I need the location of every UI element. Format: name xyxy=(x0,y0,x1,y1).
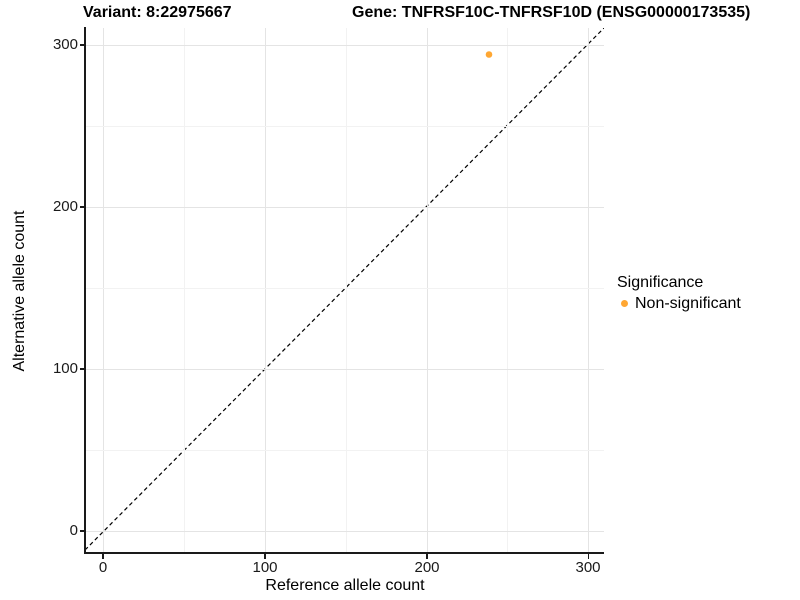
gridline-minor-h xyxy=(85,450,604,451)
gridline-minor-v xyxy=(507,28,508,553)
x-axis-title: Reference allele count xyxy=(265,577,425,594)
x-tick xyxy=(264,553,266,559)
x-tick-label: 300 xyxy=(575,559,601,576)
gridline-major-v xyxy=(427,28,428,553)
gridline-major-v xyxy=(588,28,589,553)
legend-point-circle xyxy=(621,300,628,307)
x-tick xyxy=(102,553,104,559)
y-tick xyxy=(80,44,85,46)
y-tick xyxy=(80,206,85,208)
legend-item-non-significant: Non-significant xyxy=(620,294,741,313)
legend-title: Significance xyxy=(617,274,704,291)
plot-panel xyxy=(85,28,604,553)
y-axis-title: Alternative allele count xyxy=(11,210,28,372)
y-tick xyxy=(80,368,85,370)
x-tick-label: 200 xyxy=(414,559,440,576)
gridline-major-h xyxy=(85,531,604,532)
x-tick-label: 0 xyxy=(98,559,108,576)
gridline-major-v xyxy=(265,28,266,553)
legend-point-icon xyxy=(621,300,628,307)
gridline-minor-h xyxy=(85,126,604,127)
gridline-minor-v xyxy=(184,28,185,553)
x-tick xyxy=(426,553,428,559)
y-tick-label: 0 xyxy=(69,522,78,539)
gridline-major-h xyxy=(85,45,604,46)
plot-title-variant: Variant: 8:22975667 xyxy=(83,4,232,21)
gridline-major-v xyxy=(103,28,104,553)
legend-item-label: Non-significant xyxy=(635,295,741,312)
panel-overlay xyxy=(85,28,604,551)
gridline-minor-h xyxy=(85,288,604,289)
data-point-non-significant xyxy=(485,51,493,58)
y-axis-line xyxy=(84,27,86,554)
y-tick-label: 100 xyxy=(52,360,78,377)
identity-dashed-line xyxy=(85,28,604,551)
gridline-minor-v xyxy=(346,28,347,553)
gridline-major-h xyxy=(85,369,604,370)
gridline-major-h xyxy=(85,207,604,208)
x-tick-label: 100 xyxy=(252,559,278,576)
plot-title-gene: Gene: TNFRSF10C-TNFRSF10D (ENSG000001735… xyxy=(352,4,751,21)
y-tick-label: 200 xyxy=(52,198,78,215)
y-tick xyxy=(80,530,85,532)
legend: Significance Non-significant xyxy=(617,273,741,313)
y-tick-label: 300 xyxy=(52,36,78,53)
x-axis-line xyxy=(84,552,604,554)
x-tick xyxy=(587,553,589,559)
